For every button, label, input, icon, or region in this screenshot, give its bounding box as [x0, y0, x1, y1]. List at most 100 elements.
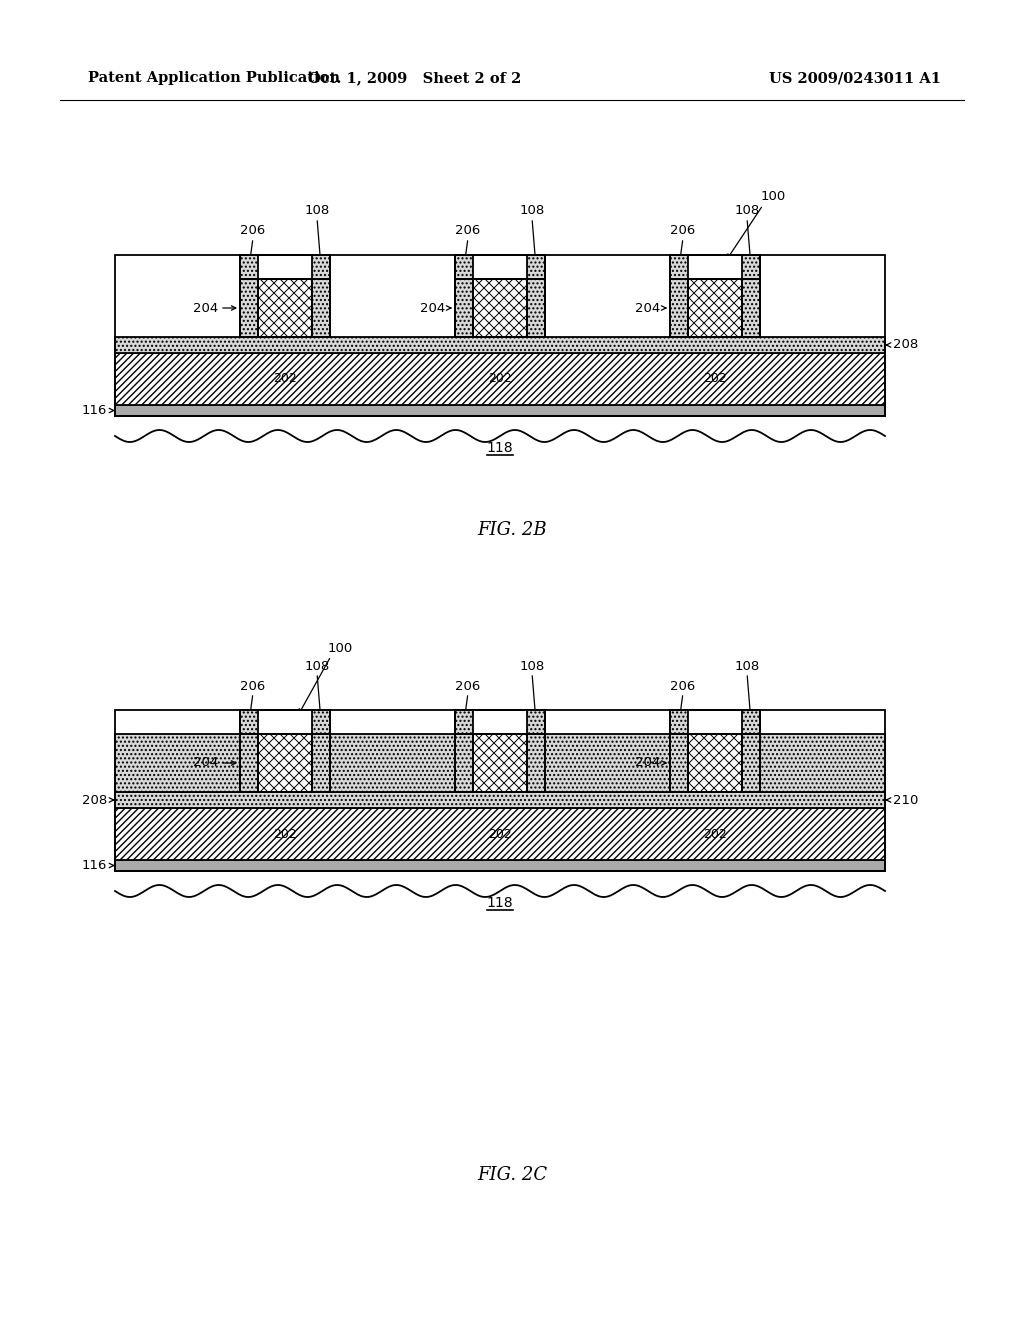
Text: 118: 118	[486, 896, 513, 909]
Text: FIG. 2B: FIG. 2B	[477, 521, 547, 539]
Bar	[312, 279, 330, 337]
Text: 108: 108	[519, 660, 545, 672]
Text: 202: 202	[273, 828, 297, 841]
Bar	[115, 808, 885, 861]
Bar	[670, 734, 688, 792]
Bar	[115, 792, 885, 808]
Bar	[742, 734, 760, 792]
Text: Oct. 1, 2009   Sheet 2 of 2: Oct. 1, 2009 Sheet 2 of 2	[308, 71, 521, 84]
Text: 204: 204	[193, 756, 218, 770]
Text: 204: 204	[635, 756, 660, 770]
Bar	[240, 279, 258, 337]
Bar	[115, 734, 240, 792]
Bar	[258, 710, 312, 734]
Text: 206: 206	[241, 680, 265, 693]
Bar	[258, 279, 312, 337]
Bar	[115, 352, 885, 405]
Bar	[670, 255, 760, 279]
Bar	[240, 255, 330, 279]
Bar	[473, 710, 527, 734]
Bar	[240, 710, 330, 734]
Text: 206: 206	[241, 224, 265, 238]
Bar	[258, 255, 312, 279]
Text: 100: 100	[761, 190, 785, 203]
Bar	[473, 734, 527, 792]
Bar	[258, 279, 312, 337]
Bar	[455, 255, 545, 279]
Bar	[760, 734, 885, 792]
Bar	[688, 734, 742, 792]
Bar	[115, 871, 885, 921]
Text: 202: 202	[273, 372, 297, 385]
Text: 208: 208	[82, 793, 106, 807]
Bar	[527, 734, 545, 792]
Text: 206: 206	[456, 680, 480, 693]
Text: 204: 204	[635, 301, 660, 314]
Bar	[473, 734, 527, 792]
Text: 108: 108	[734, 660, 760, 672]
Bar	[670, 279, 688, 337]
Bar	[455, 710, 545, 734]
Text: 206: 206	[671, 224, 695, 238]
Bar	[670, 734, 688, 792]
Bar	[330, 734, 455, 792]
Bar	[742, 279, 760, 337]
Bar	[240, 710, 330, 734]
Bar	[545, 734, 670, 792]
Bar	[455, 279, 473, 337]
Bar	[688, 279, 742, 337]
Text: 210: 210	[893, 793, 919, 807]
Bar	[312, 734, 330, 792]
Text: 108: 108	[519, 205, 545, 218]
Bar	[115, 337, 885, 352]
Text: 208: 208	[893, 338, 919, 351]
Bar	[258, 734, 312, 792]
Text: 206: 206	[671, 680, 695, 693]
Bar	[455, 279, 473, 337]
Bar	[527, 279, 545, 337]
Bar	[473, 279, 527, 337]
Bar	[527, 279, 545, 337]
Text: Patent Application Publication: Patent Application Publication	[88, 71, 340, 84]
Bar	[240, 279, 258, 337]
Text: 204: 204	[420, 301, 445, 314]
Text: 108: 108	[304, 205, 330, 218]
Bar	[670, 255, 760, 279]
Bar	[115, 405, 885, 416]
Bar	[115, 710, 885, 871]
Bar	[455, 734, 473, 792]
Bar	[688, 710, 742, 734]
Bar	[670, 279, 688, 337]
Text: 202: 202	[488, 828, 512, 841]
Bar	[688, 279, 742, 337]
Bar	[455, 734, 473, 792]
Bar	[688, 734, 742, 792]
Bar	[473, 279, 527, 337]
Bar	[240, 734, 258, 792]
Bar	[115, 861, 885, 871]
Bar	[312, 734, 330, 792]
Text: 100: 100	[328, 642, 352, 655]
Bar	[240, 734, 258, 792]
Text: 116: 116	[82, 404, 106, 417]
Text: 108: 108	[304, 660, 330, 672]
Text: 204: 204	[193, 301, 218, 314]
Text: 108: 108	[734, 205, 760, 218]
Bar	[742, 734, 760, 792]
Text: 202: 202	[703, 828, 727, 841]
Bar	[115, 416, 885, 466]
Bar	[455, 710, 545, 734]
Text: 116: 116	[82, 859, 106, 873]
Text: 118: 118	[486, 441, 513, 455]
Text: US 2009/0243011 A1: US 2009/0243011 A1	[769, 71, 941, 84]
Text: 206: 206	[456, 224, 480, 238]
Bar	[742, 279, 760, 337]
Bar	[312, 279, 330, 337]
Bar	[688, 255, 742, 279]
Bar	[455, 255, 545, 279]
Bar	[240, 255, 330, 279]
Bar	[670, 710, 760, 734]
Bar	[670, 710, 760, 734]
Text: 202: 202	[488, 372, 512, 385]
Bar	[473, 255, 527, 279]
